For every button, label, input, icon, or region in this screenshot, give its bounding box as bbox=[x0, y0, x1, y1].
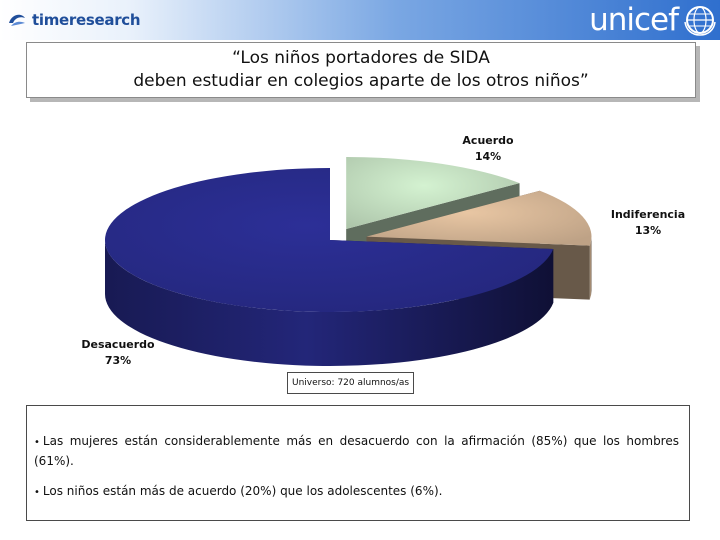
finding-text: Las mujeres están considerablemente más … bbox=[34, 434, 679, 468]
bullet-icon: • bbox=[34, 437, 40, 448]
finding-text: Los niños están más de acuerdo (20%) que… bbox=[42, 484, 443, 498]
title-line-2: deben estudiar en colegios aparte de los… bbox=[133, 71, 589, 91]
slice-value-label: 73% bbox=[105, 354, 131, 367]
swirl-icon bbox=[9, 14, 25, 26]
pie-slice-desacuerdo bbox=[104, 168, 554, 367]
header-banner: timeresearch unicef bbox=[0, 0, 720, 40]
pie-slice-side bbox=[105, 240, 554, 367]
pie-slice-side bbox=[589, 236, 592, 300]
pie-slice-top bbox=[104, 168, 554, 312]
timeresearch-logo: timeresearch bbox=[6, 8, 141, 32]
pie-slice-top bbox=[346, 156, 520, 229]
unicef-emblem-icon bbox=[684, 6, 716, 36]
title-line-1: “Los niños portadores de SIDA bbox=[232, 48, 490, 68]
timeresearch-wordmark: timeresearch bbox=[32, 11, 141, 29]
finding-item: • Los niños están más de acuerdo (20%) qu… bbox=[34, 482, 679, 502]
universe-note: Universo: 720 alumnos/as bbox=[287, 372, 415, 394]
bullet-icon: • bbox=[34, 487, 40, 498]
chart-title: “Los niños portadores de SIDA deben estu… bbox=[26, 42, 696, 98]
finding-item: • Las mujeres están considerablemente más… bbox=[34, 432, 679, 470]
unicef-logo: unicef bbox=[589, 2, 716, 38]
unicef-wordmark: unicef bbox=[589, 1, 679, 38]
slice-value-label: 14% bbox=[475, 150, 501, 163]
slice-value-label: 13% bbox=[635, 224, 661, 237]
findings-box: • Las mujeres están considerablemente más… bbox=[26, 405, 690, 521]
slice-label: Indiferencia bbox=[611, 208, 685, 221]
slice-label: Acuerdo bbox=[462, 134, 514, 147]
slice-label: Desacuerdo bbox=[81, 338, 155, 351]
pie-chart: Acuerdo 14% Indiferencia 13% Desacuerdo 73% bbox=[81, 134, 685, 367]
pie-slice-top bbox=[366, 190, 592, 246]
